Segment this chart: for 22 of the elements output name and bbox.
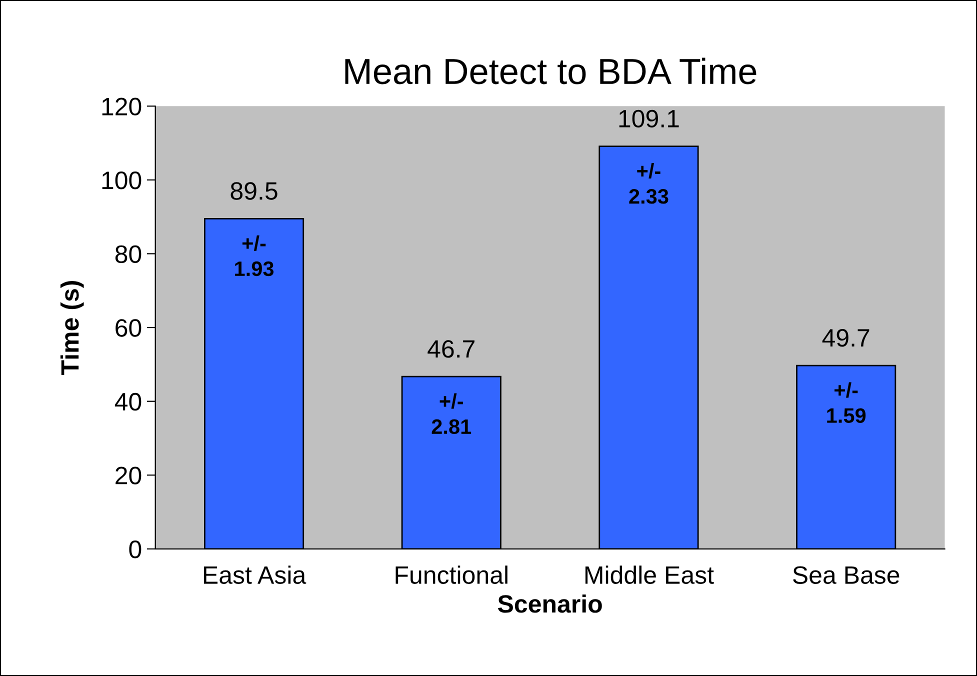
annotation: +/- 1.59	[827, 382, 866, 423]
y-tick-label: 100	[102, 172, 142, 190]
x-tick-label: Functional	[396, 566, 508, 584]
chart-title: Mean Detect to BDA Time	[345, 58, 756, 84]
x-tick-label: Sea Base	[793, 566, 900, 584]
y-tick-label: 40	[114, 392, 142, 411]
y-axis-title: Time (s)	[60, 281, 84, 375]
data-label: 49.7	[822, 328, 870, 347]
y-tick-label: 120	[102, 98, 142, 116]
y-tick-label: 0	[129, 540, 142, 558]
data-label: 46.7	[428, 340, 474, 358]
y-tick-label: 20	[116, 466, 142, 484]
annotation: +/- 2.81	[432, 393, 472, 434]
annotation: +/- 2.33	[629, 163, 668, 204]
y-tick-label: 80	[115, 245, 142, 264]
annotation: +/- 1.93	[235, 235, 274, 276]
data-label: 89.5	[230, 182, 278, 200]
x-tick-label: Middle East	[585, 566, 714, 584]
x-tick-label: East Asia	[204, 566, 306, 584]
x-axis-title: Scenario	[498, 594, 602, 613]
data-label: 109.1	[619, 110, 679, 128]
y-tick-label: 60	[116, 319, 142, 337]
